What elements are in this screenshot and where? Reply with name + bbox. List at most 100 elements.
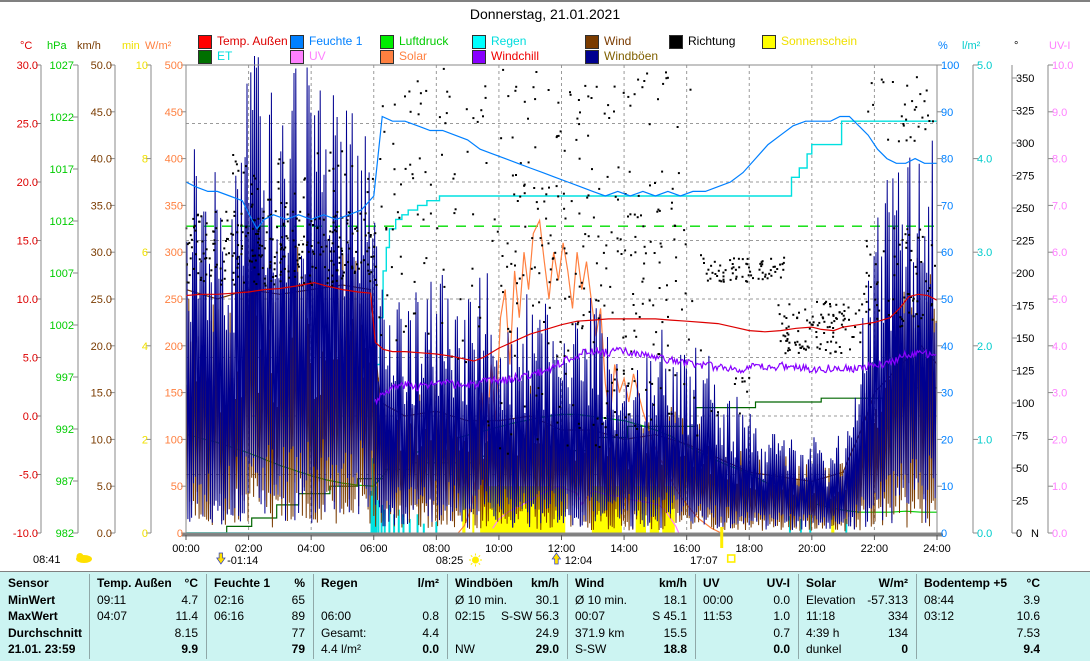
legend-item-luftdruck: Luftdruck [380, 34, 448, 49]
cell-left-text: 08:44 [924, 592, 955, 607]
table-cell: 9.4 [924, 642, 1040, 657]
cell-left-text: Wind [575, 576, 605, 590]
svg-text:30.0: 30.0 [17, 60, 38, 72]
table-cell: 11:53 1.0 [703, 609, 790, 624]
cell-value: 0 [901, 642, 908, 656]
cell-value: l/m² [417, 576, 439, 590]
svg-text:250: 250 [1016, 203, 1034, 215]
svg-text:300: 300 [1016, 138, 1034, 150]
svg-text:04:00: 04:00 [297, 543, 325, 555]
cell-value: 8.15 [174, 625, 198, 640]
legend-item-feuchte-1: Feuchte 1 [290, 34, 363, 49]
daylight-icon [76, 553, 92, 563]
cell-value: 7.53 [1016, 625, 1040, 640]
axis-unit-rain: l/m² [962, 40, 981, 52]
svg-text:8.0: 8.0 [1052, 154, 1067, 166]
svg-text:35.0: 35.0 [91, 200, 112, 212]
svg-text:6.0: 6.0 [1052, 247, 1067, 259]
svg-text:1.0: 1.0 [977, 434, 992, 446]
svg-text:3.0: 3.0 [1052, 388, 1067, 400]
chart-title: Donnerstag, 21.01.2021 [469, 6, 621, 22]
legend-label: Solar [399, 49, 428, 63]
cell-value: 65 [291, 592, 305, 607]
legend-swatch [290, 49, 304, 64]
svg-text:3.0: 3.0 [977, 247, 992, 259]
table-column-divider [916, 574, 917, 659]
table-cell: Bodentemp +5 °C [924, 576, 1040, 591]
axis-unit-humidity: % [938, 40, 948, 52]
table-cell: Feuchte 1% [214, 576, 305, 591]
cell-left-text: S-SW [575, 642, 607, 656]
sunset-time: 17:07 [690, 555, 718, 567]
legend-label: Regen [491, 34, 527, 48]
series-feuchte-1 [185, 115, 937, 230]
svg-text:-10.0: -10.0 [13, 528, 38, 540]
legend-label: UV [309, 49, 326, 63]
cell-left-text: 371.9 km [575, 625, 625, 640]
svg-text:60: 60 [941, 247, 953, 259]
svg-text:15.0: 15.0 [91, 388, 112, 400]
cell-value: 18.1 [663, 592, 687, 607]
svg-text:6: 6 [142, 247, 148, 259]
series-solar [457, 218, 722, 534]
table-row-label: MinWert [8, 592, 56, 607]
svg-text:80: 80 [941, 154, 953, 166]
svg-text:40.0: 40.0 [91, 154, 112, 166]
x-axis-labels: 00:00 02:00 04:00 06:00 08:00 10:00 12:00 14:00… [172, 535, 951, 555]
cell-value: 4.7 [181, 592, 198, 607]
chart-plot: -10.0-5.00.05.010.015.020.025.030.098298… [13, 55, 1073, 567]
svg-text:250: 250 [165, 294, 183, 306]
cell-value: 77 [291, 625, 305, 640]
cell-value: S 45.1 [652, 609, 687, 623]
stats-table: Sensor MinWert MaxWert Durchschnitt 21.01. 2… [0, 571, 1090, 661]
svg-text:325: 325 [1016, 106, 1034, 118]
cell-value: 1.0 [773, 609, 790, 623]
table-cell: 03:12 10.6 [924, 609, 1040, 624]
legend-label: Sonnenschein [781, 34, 858, 48]
series-windb-en [185, 55, 937, 531]
cell-left-text: 4.4 l/m² [321, 642, 362, 656]
cell-value: 134 [887, 625, 908, 640]
axis-solar: 0 50 100 150 200 250 300 350 400 450 500 [165, 60, 187, 540]
svg-text:10.0: 10.0 [1052, 60, 1073, 72]
table-row-label: MaxWert [8, 609, 58, 623]
svg-text:982: 982 [56, 528, 74, 540]
axis-unit-uv: UV-I [1049, 40, 1071, 52]
table-cell: 02:16 65 [214, 593, 305, 608]
svg-text:1.0: 1.0 [1052, 481, 1067, 493]
cell-value: 29.0 [535, 642, 559, 656]
svg-text:N: N [1031, 528, 1039, 540]
svg-text:2: 2 [142, 434, 148, 446]
legend-label: Windchill [491, 49, 540, 63]
svg-text:5.0: 5.0 [23, 353, 38, 365]
svg-text:9.0: 9.0 [1052, 107, 1067, 119]
svg-text:1022: 1022 [50, 112, 74, 124]
legend-swatch [762, 34, 776, 49]
svg-text:5.0: 5.0 [97, 481, 112, 493]
sunset-icon [726, 554, 736, 563]
svg-text:75: 75 [1016, 431, 1028, 443]
cell-value: °C [184, 576, 198, 590]
svg-text:10: 10 [136, 60, 148, 72]
legend-swatch [290, 34, 304, 49]
legend-swatch [585, 49, 599, 64]
legend-swatch [380, 49, 394, 64]
axis-unit-temp: °C [20, 40, 33, 52]
svg-text:30.0: 30.0 [91, 247, 112, 259]
axis-uv: 0.0 1.0 2.0 3.0 4.0 5.0 6.0 7.0 8.0 9.0 10.0 [1047, 60, 1073, 540]
table-cell: 79 [214, 642, 305, 657]
svg-text:200: 200 [165, 341, 183, 353]
legend-label: Feuchte 1 [309, 34, 363, 48]
cell-left-text: Regen [321, 576, 358, 590]
svg-text:25: 25 [1016, 496, 1028, 508]
table-cell: 9.9 [97, 642, 198, 657]
svg-text:4: 4 [142, 341, 148, 353]
svg-text:4.0: 4.0 [977, 154, 992, 166]
svg-text:0: 0 [1016, 528, 1022, 540]
legend-item-temp-au-en: Temp. Außen [198, 34, 288, 49]
table-cell: 06:00 0.8 [321, 609, 439, 624]
cell-left-text: Temp. Außen [97, 576, 172, 590]
legend-label: Windböen [604, 49, 659, 63]
svg-text:1027: 1027 [50, 60, 74, 72]
